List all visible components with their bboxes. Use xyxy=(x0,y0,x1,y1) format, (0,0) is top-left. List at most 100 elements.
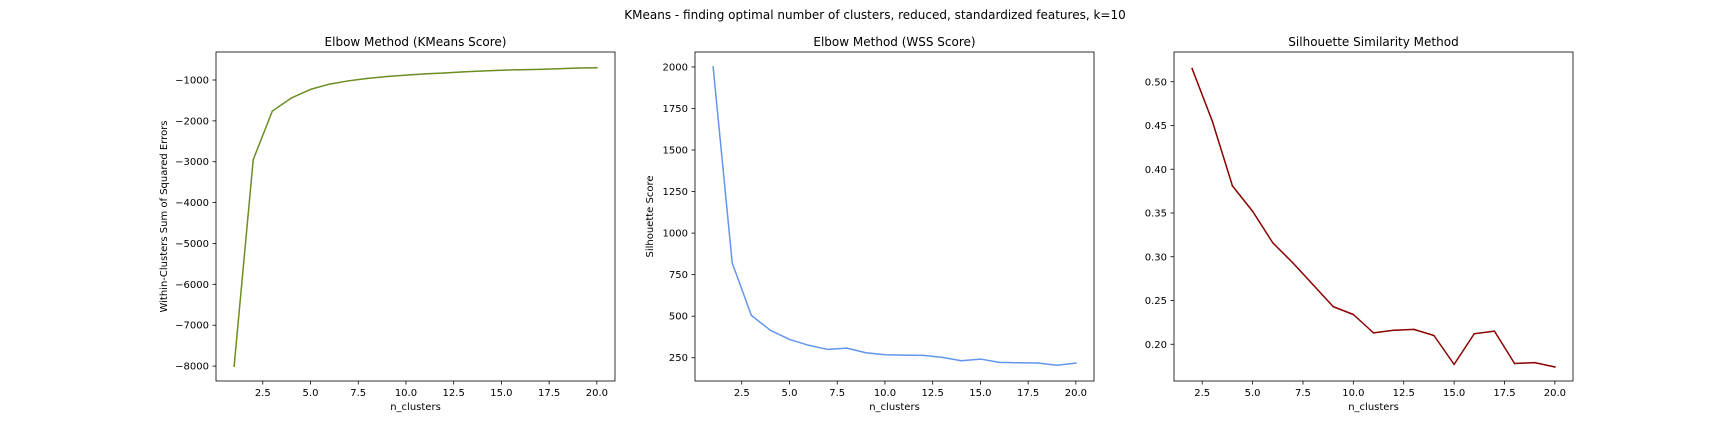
silhouette-y-tick-label: 0.45 xyxy=(1145,121,1167,132)
kmeans-y-tick-label: −6000 xyxy=(175,280,209,291)
kmeans-series-line xyxy=(233,66,598,367)
silhouette-y-tick-label: 0.40 xyxy=(1145,165,1167,176)
wss-y-tick-label: 1750 xyxy=(663,104,688,115)
silhouette-data-point xyxy=(1251,210,1254,212)
kmeans-y-tick-label: −2000 xyxy=(175,116,209,127)
silhouette-axes-frame xyxy=(1173,51,1574,382)
kmeans-x-tick-label: 15.0 xyxy=(490,388,512,399)
wss-data-point xyxy=(941,356,943,359)
silhouette-data-point xyxy=(1554,366,1556,368)
kmeans-data-point xyxy=(386,75,388,78)
kmeans-data-point xyxy=(424,73,426,75)
silhouette-x-tick-label: 17.5 xyxy=(1493,388,1515,399)
silhouette-data-point xyxy=(1493,330,1496,332)
kmeans-x-tick-label: 5.0 xyxy=(303,388,319,399)
wss-y-tick-label: 1250 xyxy=(663,187,688,198)
kmeans-title: Elbow Method (KMeans Score) xyxy=(325,35,507,49)
kmeans-x-tick-label: 2.5 xyxy=(255,388,271,399)
silhouette-y-tick-label: 0.50 xyxy=(1145,77,1167,88)
wss-data-point xyxy=(731,262,733,264)
wss-data-point xyxy=(998,361,1001,364)
wss-data-point xyxy=(922,354,924,357)
wss-title: Elbow Method (WSS Score) xyxy=(813,35,975,49)
wss-data-point xyxy=(1075,362,1077,364)
kmeans-data-point xyxy=(577,67,579,69)
wss-x-tick-label: 12.5 xyxy=(922,388,944,399)
kmeans-data-point xyxy=(405,74,407,76)
wss-data-point xyxy=(1056,364,1058,366)
silhouette-data-point xyxy=(1312,284,1314,286)
silhouette-y-tick-label: 0.35 xyxy=(1145,209,1167,220)
kmeans-x-tick-label: 17.5 xyxy=(538,388,560,399)
wss-y-tick-label: 1000 xyxy=(663,229,688,240)
kmeans-data-point xyxy=(309,88,312,91)
wss-data-point xyxy=(807,344,810,347)
kmeans-data-point xyxy=(252,158,254,161)
kmeans-x-tick-label: 10.0 xyxy=(395,388,417,399)
kmeans-x-tick-label: 20.0 xyxy=(586,388,608,399)
wss-data-point xyxy=(769,329,772,332)
kmeans-data-point xyxy=(538,68,541,71)
wss-data-point xyxy=(884,354,886,356)
figure-suptitle: KMeans - finding optimal number of clust… xyxy=(624,8,1126,22)
subplot-wss-score: 2.5 5.0 7.5 10.0 12.5 15.0 17.5 20.0 250 500 750 10… xyxy=(645,35,1095,413)
wss-x-tick-label: 15.0 xyxy=(969,388,991,399)
silhouette-xlabel: n_clusters xyxy=(1348,402,1399,413)
kmeans-data-point xyxy=(596,66,598,69)
kmeans-data-point xyxy=(271,110,274,112)
wss-series-line xyxy=(712,66,1077,366)
wss-y-tick-label: 250 xyxy=(669,353,688,364)
wss-xlabel: n_clusters xyxy=(869,402,920,413)
kmeans-data-point xyxy=(328,83,331,85)
wss-x-tick-label: 20.0 xyxy=(1065,388,1087,399)
kmeans-xlabel: n_clusters xyxy=(390,402,441,413)
silhouette-x-tick-label: 7.5 xyxy=(1295,388,1311,399)
kmeans-y-tick-label: −8000 xyxy=(175,362,209,373)
kmeans-x-tick-label: 12.5 xyxy=(443,388,465,399)
kmeans-axes-frame xyxy=(215,51,616,382)
silhouette-x-tick-label: 2.5 xyxy=(1194,388,1210,399)
wss-data-point xyxy=(903,354,905,356)
wss-y-tick-label: 750 xyxy=(669,270,688,281)
silhouette-data-point xyxy=(1372,332,1375,334)
wss-data-point xyxy=(979,358,982,360)
kmeans-data-point xyxy=(443,72,445,74)
wss-data-point xyxy=(846,347,848,349)
silhouette-data-point xyxy=(1271,242,1274,244)
silhouette-data-point xyxy=(1292,262,1294,264)
silhouette-data-point xyxy=(1392,329,1395,331)
wss-x-tick-label: 2.5 xyxy=(734,388,750,399)
silhouette-x-tick-label: 10.0 xyxy=(1342,388,1364,399)
wss-data-point xyxy=(1017,361,1020,364)
silhouette-title: Silhouette Similarity Method xyxy=(1288,35,1458,49)
kmeans-data-point xyxy=(519,69,522,71)
wss-axes-frame xyxy=(694,51,1095,382)
kmeans-ylabel: Within-Clusters Sum of Squared Errors xyxy=(159,120,170,312)
wss-data-point xyxy=(826,348,829,351)
silhouette-data-point xyxy=(1533,361,1536,364)
kmeans-y-tick-label: −4000 xyxy=(175,198,209,209)
wss-y-tick-label: 500 xyxy=(669,312,688,323)
silhouette-data-point xyxy=(1211,120,1214,122)
silhouette-data-point xyxy=(1473,333,1476,335)
kmeans-data-point xyxy=(500,69,503,71)
wss-ylabel: Silhouette Score xyxy=(645,175,656,257)
kmeans-y-tick-label: −7000 xyxy=(175,321,209,332)
silhouette-data-point xyxy=(1191,67,1193,70)
wss-data-point xyxy=(788,338,791,341)
silhouette-y-tick-label: 0.20 xyxy=(1145,340,1167,351)
silhouette-data-point xyxy=(1433,334,1435,337)
silhouette-y-tick-label: 0.25 xyxy=(1145,296,1167,307)
wss-data-point xyxy=(712,66,714,68)
wss-x-tick-label: 10.0 xyxy=(874,388,896,399)
kmeans-y-tick-label: −5000 xyxy=(175,239,209,250)
silhouette-x-tick-label: 5.0 xyxy=(1245,388,1261,399)
wss-data-point xyxy=(1036,362,1039,364)
wss-y-tick-label: 1500 xyxy=(663,146,688,157)
silhouette-x-tick-label: 15.0 xyxy=(1443,388,1465,399)
kmeans-data-point xyxy=(367,77,369,80)
kmeans-data-point xyxy=(481,70,484,72)
kmeans-y-tick-label: −1000 xyxy=(175,75,209,86)
subplot-silhouette: 2.5 5.0 7.5 10.0 12.5 15.0 17.5 20.0 0.20 0.25 0.3… xyxy=(1145,35,1574,413)
wss-data-point xyxy=(865,352,867,354)
